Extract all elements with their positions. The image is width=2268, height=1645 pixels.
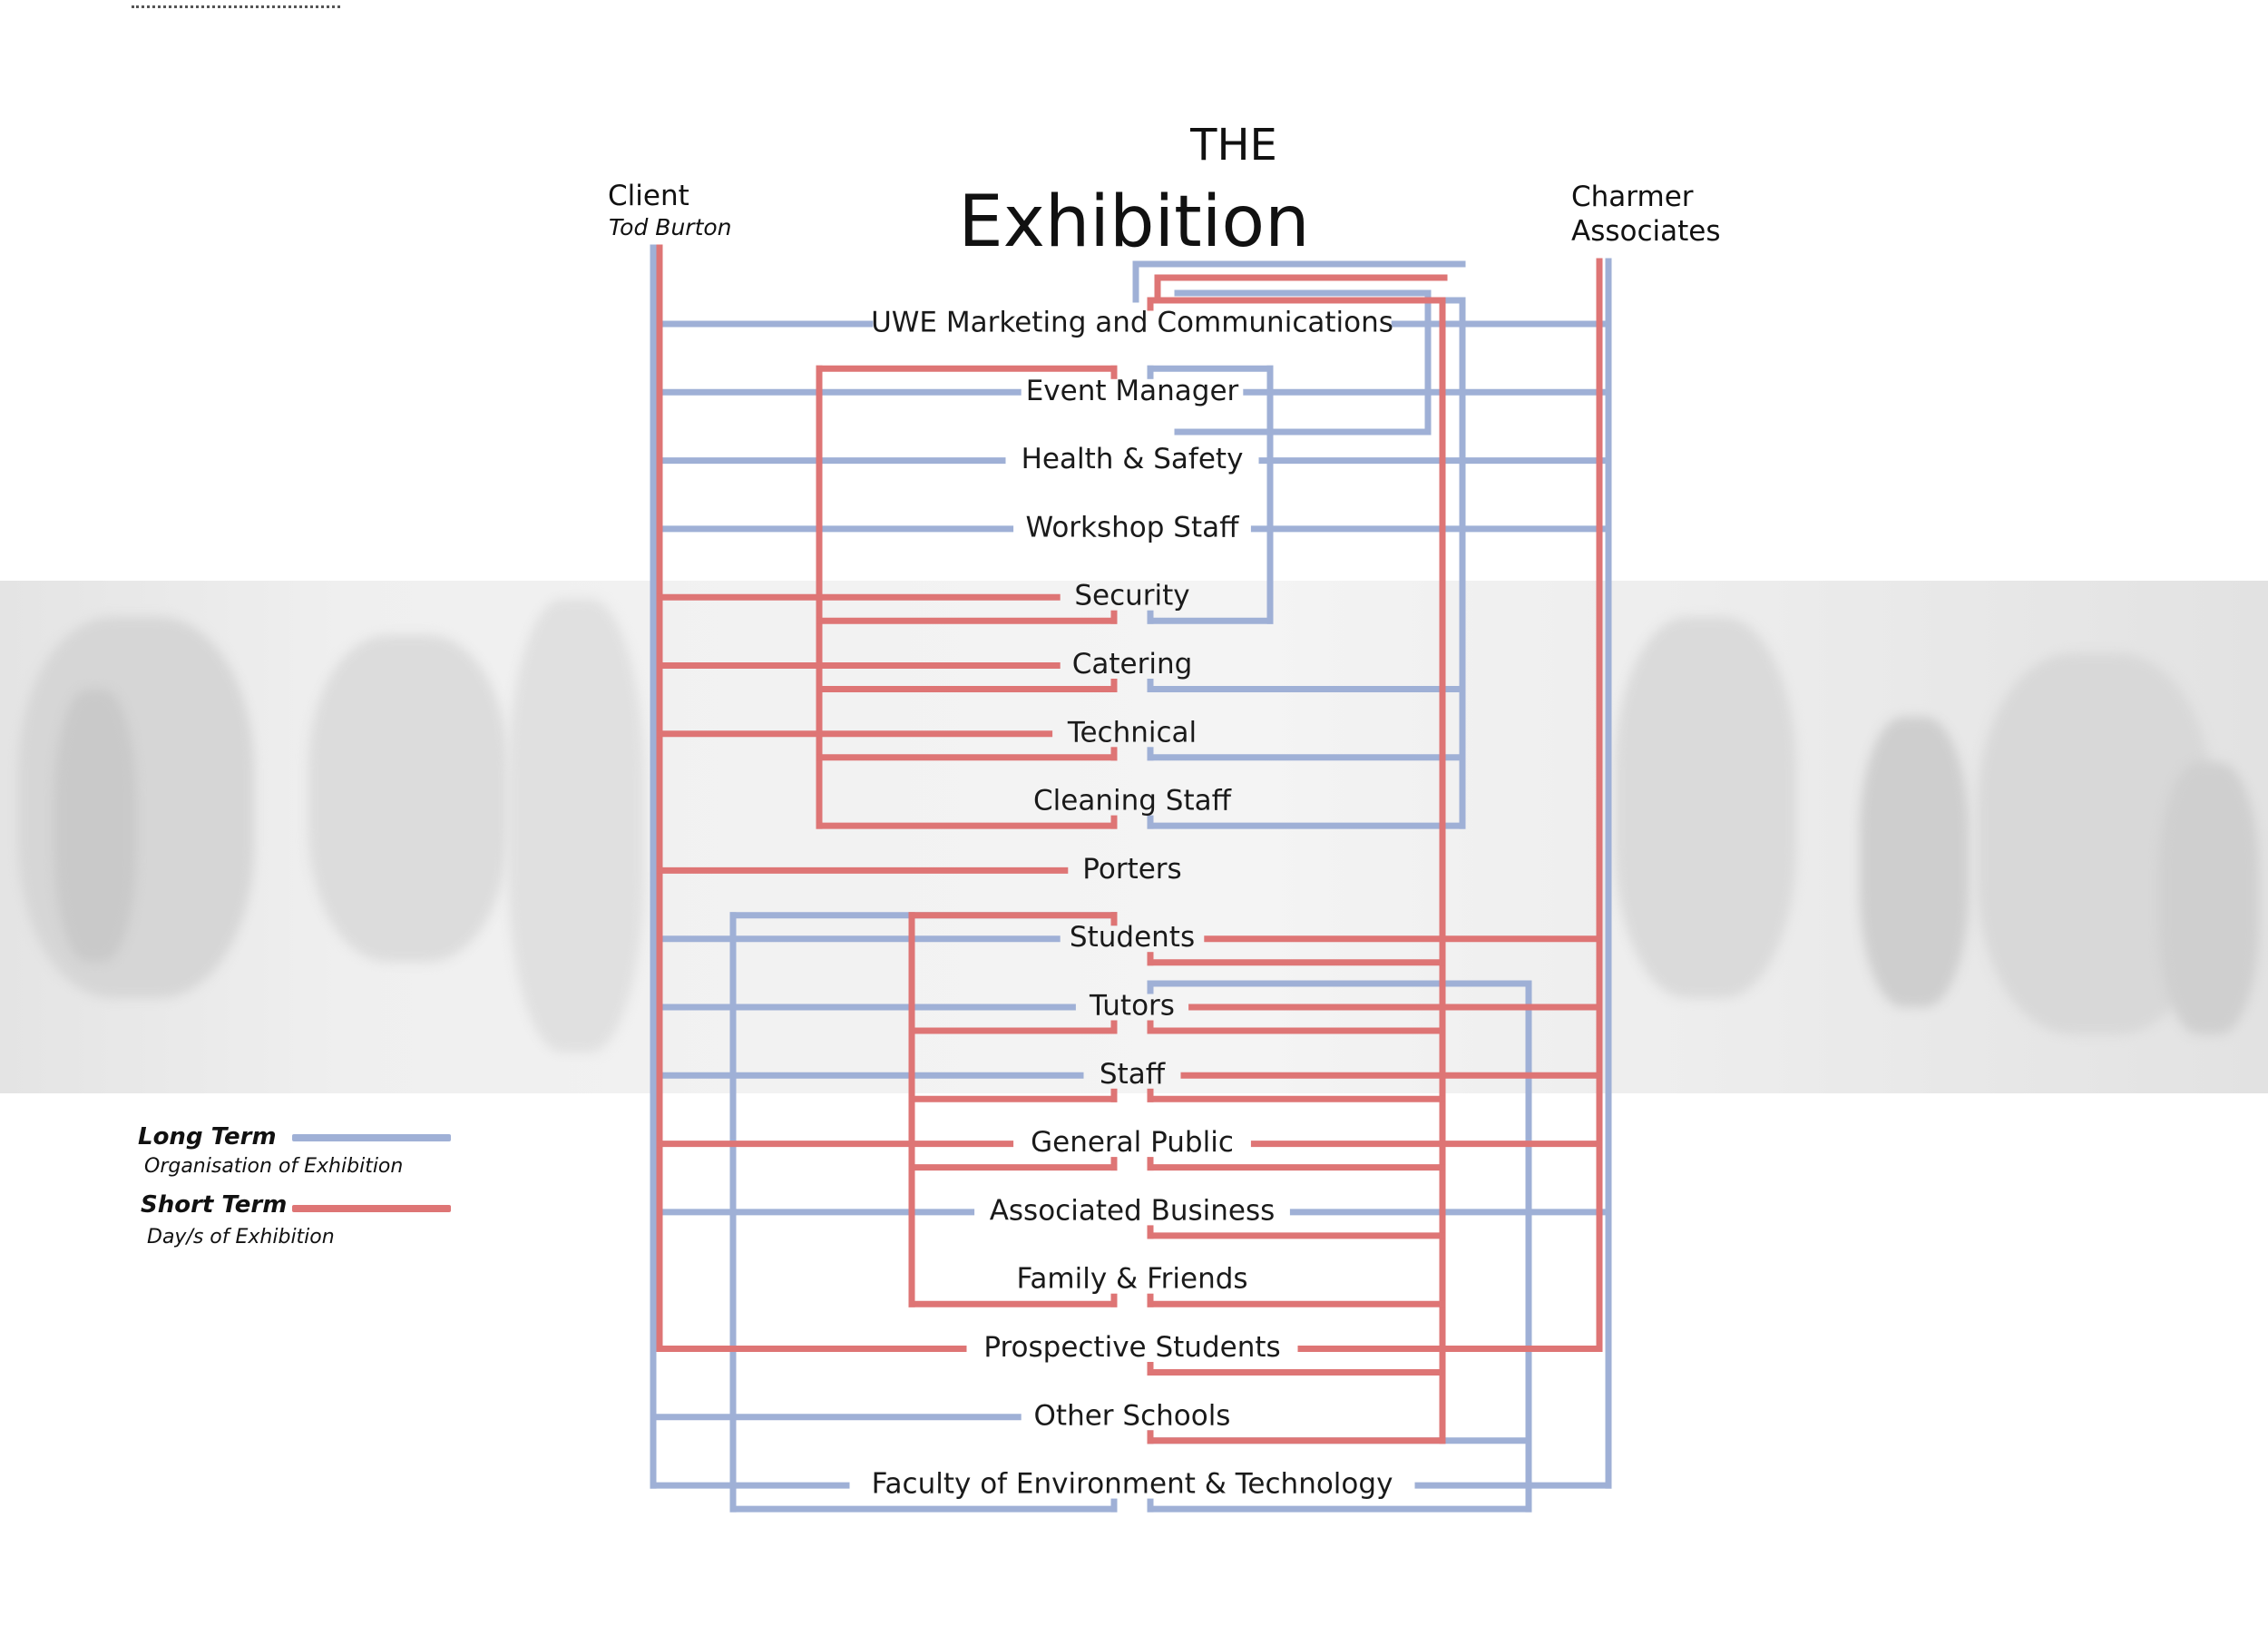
node-tutors: Tutors bbox=[1089, 990, 1175, 1023]
legend-long-term-subtitle: Organisation of Exhibition bbox=[144, 1155, 404, 1178]
node-schools: Other Schools bbox=[1034, 1399, 1231, 1432]
node-porters: Porters bbox=[1082, 853, 1181, 886]
node-cleaning: Cleaning Staff bbox=[1033, 785, 1232, 818]
charmer-line-1: Charmer bbox=[1571, 181, 1694, 213]
title-exhibition: Exhibition bbox=[958, 181, 1310, 263]
legend-short-term-swatch bbox=[292, 1205, 451, 1212]
legend-long-term-title: Long Term bbox=[138, 1123, 277, 1151]
title-the: THE bbox=[1190, 120, 1277, 171]
node-public: General Public bbox=[1031, 1126, 1234, 1159]
legend-short-term-title: Short Term bbox=[141, 1191, 288, 1219]
node-catering: Catering bbox=[1072, 648, 1193, 681]
node-business: Associated Business bbox=[990, 1194, 1276, 1227]
exhibition-photo-band bbox=[0, 581, 2268, 1093]
corner-mark bbox=[132, 0, 340, 8]
node-students: Students bbox=[1070, 921, 1195, 954]
node-security: Security bbox=[1074, 580, 1189, 612]
node-event: Event Manager bbox=[1026, 375, 1239, 407]
client-name: Tod Burton bbox=[609, 214, 732, 240]
short-term-connections bbox=[656, 244, 1603, 1444]
charmer-line-2: Associates bbox=[1571, 215, 1721, 248]
node-workshop: Workshop Staff bbox=[1026, 511, 1240, 543]
node-uwe: UWE Marketing and Communications bbox=[871, 307, 1393, 339]
legend-long-term-swatch bbox=[292, 1134, 451, 1141]
legend-short-term-subtitle: Day/s of Exhibition bbox=[147, 1226, 335, 1248]
node-family: Family & Friends bbox=[1016, 1263, 1247, 1296]
node-technical: Technical bbox=[1067, 716, 1197, 749]
charmer-associates-label: Charmer Associates bbox=[1571, 180, 1721, 249]
node-prospective: Prospective Students bbox=[983, 1331, 1280, 1364]
node-staff: Staff bbox=[1100, 1058, 1166, 1091]
client-label: Client bbox=[608, 180, 689, 212]
stakeholder-labels: UWE Marketing and Communications Event Ma… bbox=[871, 307, 1393, 1501]
node-hs: Health & Safety bbox=[1022, 443, 1244, 475]
node-faculty: Faculty of Environment & Technology bbox=[872, 1468, 1393, 1501]
